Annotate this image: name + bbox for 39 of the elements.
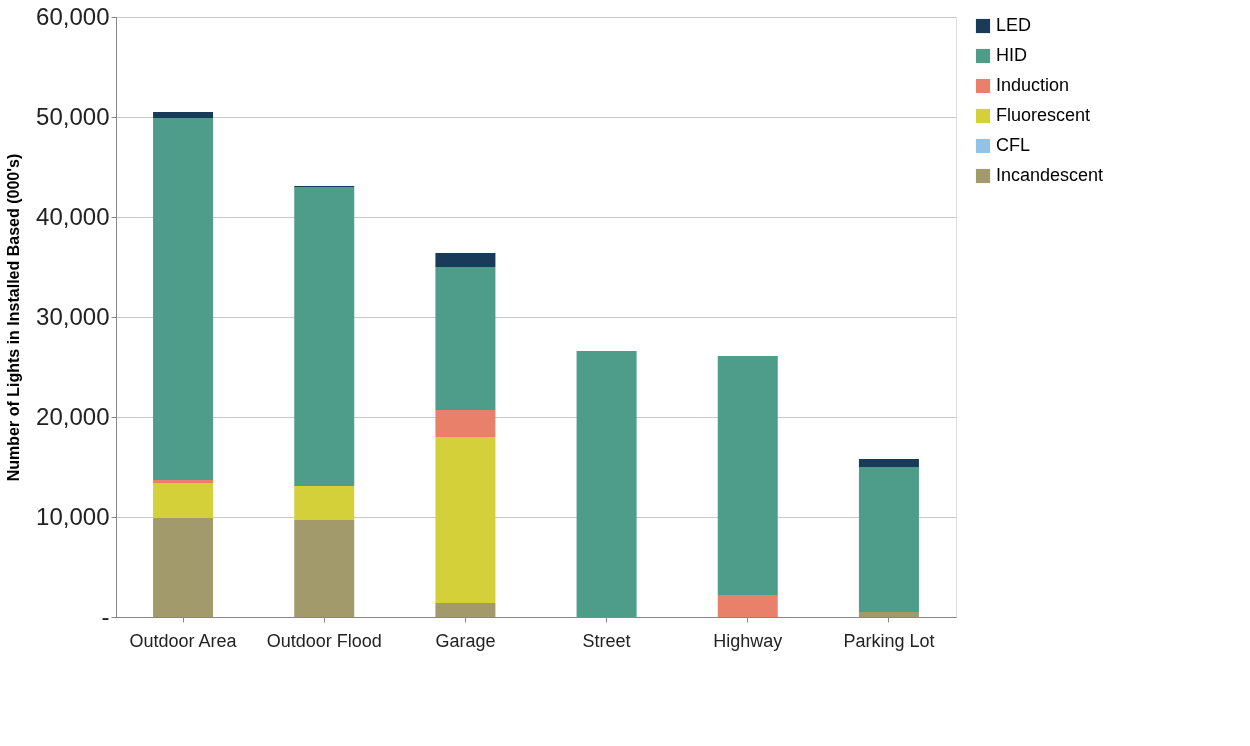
y-axis-title: Number of Lights in Installed Based (000's) [5,153,23,482]
bar [435,253,496,267]
bar [576,351,637,617]
y-tick-label: - [101,602,110,630]
bar [717,595,778,617]
y-tick-label: 20,000 [36,402,110,430]
bar [294,520,355,617]
bar [858,459,919,467]
x-tick-label: Outdoor Flood [266,630,382,651]
legend-label: Fluorescent [996,105,1091,125]
bar [153,112,214,118]
bar [294,486,355,520]
bar [435,267,496,410]
bar [294,187,355,486]
bar [858,612,919,617]
x-tick-label: Highway [713,630,783,651]
bar [435,437,496,603]
bar [717,356,778,595]
bar [153,483,214,518]
bar [435,603,496,617]
bar [858,467,919,612]
legend-label: CFL [996,135,1031,155]
y-tick-label: 40,000 [36,202,110,230]
x-tick-label: Street [582,630,631,651]
bar [153,518,214,617]
y-tick-label: 10,000 [36,502,110,530]
bar [153,118,214,480]
legend-label: Incandescent [996,165,1104,185]
x-tick-label: Outdoor Area [129,630,238,651]
legend-label: LED [996,15,1032,35]
bar [153,480,214,483]
legend-label: Induction [996,75,1070,95]
y-tick-label: 50,000 [36,102,110,130]
y-tick-label: 30,000 [36,302,110,330]
bar [435,410,496,437]
y-tick-label: 60,000 [36,2,110,30]
legend-label: HID [996,45,1027,65]
x-tick-label: Garage [435,630,496,651]
x-tick-label: Parking Lot [843,630,935,651]
